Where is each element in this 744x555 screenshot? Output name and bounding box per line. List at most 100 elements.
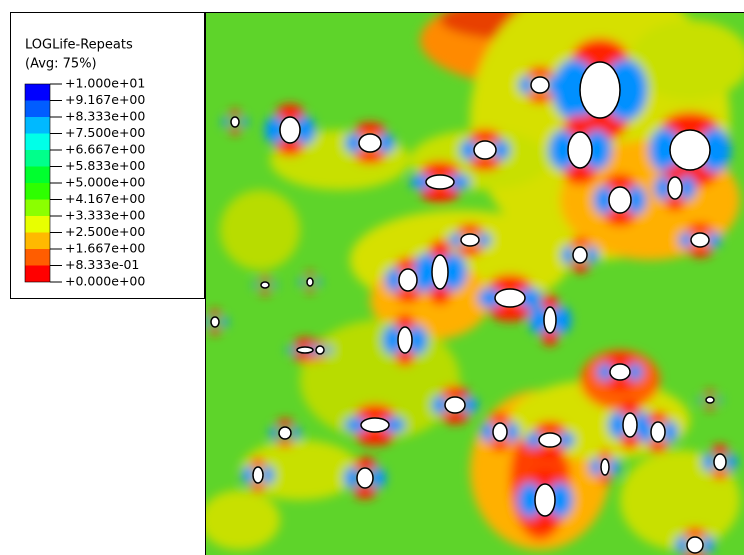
stress-zone [527, 66, 553, 80]
stress-zone [420, 183, 460, 203]
stress-zone [665, 195, 685, 211]
stress-zone [432, 396, 448, 414]
stress-zone [385, 267, 403, 293]
stress-zone [441, 386, 469, 400]
stress-zone [276, 438, 294, 448]
hole [398, 268, 418, 292]
stress-zone [687, 222, 713, 236]
stress-zone [546, 76, 562, 94]
stress-zone [593, 185, 615, 215]
legend-swatch [25, 84, 50, 101]
stress-zone [531, 508, 559, 532]
stress-zone [585, 246, 599, 264]
stress-zone [675, 536, 689, 554]
hole [444, 396, 466, 414]
stress-zone [259, 275, 271, 281]
legend-swatch [25, 133, 50, 150]
stress-zone [344, 467, 360, 489]
stress-zone [704, 390, 716, 396]
stress-zone [325, 345, 333, 355]
stress-zone [251, 481, 265, 493]
stress-zone [261, 466, 275, 484]
stress-zone [382, 325, 404, 355]
stress-zone [715, 396, 723, 404]
stress-zone [518, 288, 542, 308]
hole [690, 232, 710, 248]
stress-zone [541, 293, 559, 313]
stress-zone [395, 313, 415, 333]
stress-zone [354, 148, 386, 164]
legend-swatch [25, 265, 50, 282]
legend-label: +5.833e+00 [65, 158, 145, 173]
stress-zone [489, 300, 531, 322]
stress-zone [370, 467, 386, 489]
stress-zone [344, 417, 368, 433]
stress-zone [448, 233, 464, 247]
stress-zone [469, 155, 501, 171]
stress-zone [209, 327, 221, 335]
stress-zone [589, 458, 603, 476]
legend-swatch [25, 199, 50, 216]
stress-zone [704, 404, 716, 410]
contour-zone [630, 20, 744, 100]
hole [473, 140, 497, 160]
legend-label: +4.167e+00 [65, 191, 145, 206]
contour-zone [206, 490, 280, 550]
legend-label: +9.167e+00 [65, 92, 145, 107]
stress-zone [209, 309, 221, 317]
stress-zone [270, 281, 278, 289]
hole [296, 346, 314, 354]
stress-zone [251, 457, 265, 469]
stress-zone [462, 396, 478, 414]
stress-zone [490, 438, 510, 452]
legend-swatch [25, 216, 50, 233]
stress-zone [229, 109, 241, 117]
legend-label: +1.000e+01 [65, 76, 145, 91]
hole [650, 421, 666, 443]
stress-zone [697, 396, 705, 404]
stress-zone [480, 422, 496, 442]
hole [543, 306, 557, 334]
hole [306, 277, 314, 287]
stress-zone [724, 453, 738, 471]
hole [600, 458, 610, 476]
stress-zone [702, 453, 716, 471]
stress-zone [441, 410, 469, 424]
stress-zone [294, 115, 316, 145]
hole [230, 116, 240, 128]
stress-zone [492, 140, 510, 160]
hole [669, 129, 711, 171]
legend-swatch [25, 183, 50, 200]
contour-zone [620, 450, 740, 550]
stress-zone [607, 458, 621, 476]
hole [210, 316, 220, 328]
stress-zone [222, 116, 230, 128]
stress-zone [599, 473, 611, 485]
hole [278, 426, 292, 440]
stress-zone [353, 457, 377, 471]
legend-subtitle: (Avg: 75%) [25, 57, 97, 72]
hole [358, 133, 382, 153]
legend-label: +8.333e+00 [65, 109, 145, 124]
stress-zone [678, 232, 694, 248]
stress-zone [276, 103, 304, 123]
stress-zone [305, 287, 315, 293]
legend-label: +2.500e+00 [65, 224, 145, 239]
stress-zone [252, 281, 260, 289]
hole [431, 254, 449, 290]
stress-zone [269, 426, 279, 440]
stress-zone [518, 76, 534, 94]
hole [530, 76, 550, 94]
contour-zone [240, 440, 360, 500]
stress-zone [377, 133, 395, 153]
stress-zone [406, 325, 428, 355]
stress-zone [711, 468, 729, 480]
legend-label: +7.500e+00 [65, 125, 145, 140]
stress-zone [687, 244, 713, 258]
contour-plot [206, 13, 744, 555]
stress-zone [354, 122, 386, 138]
hole [460, 233, 480, 247]
stress-zone [409, 174, 433, 190]
hole [622, 412, 638, 438]
